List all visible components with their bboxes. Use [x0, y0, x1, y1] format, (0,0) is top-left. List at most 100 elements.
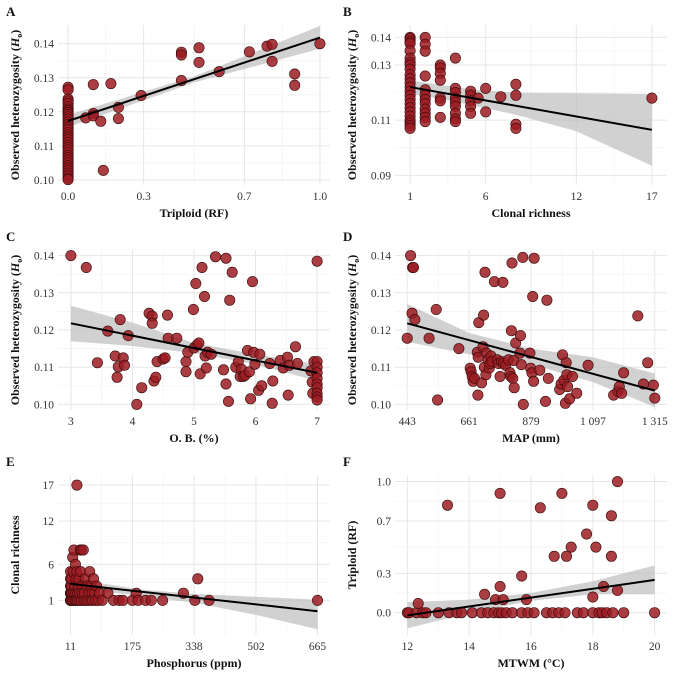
data-point: [407, 261, 419, 273]
panel-a: A 0.0 0.3 0.7 1.0 0.10 0.11 0.12 0.13 0.14 Triploi…: [6, 4, 330, 220]
data-point: [479, 266, 491, 278]
y-axis-title-text: Observed heterozygosity (: [8, 47, 22, 180]
x-axis-title: O. B. (%): [169, 431, 218, 445]
y-axis-title-end: ): [8, 30, 22, 34]
y-tick-label: 0.13: [371, 60, 391, 72]
data-point: [528, 607, 540, 619]
regression-line: [70, 322, 318, 374]
data-point: [618, 607, 630, 619]
y-axis-title: Observed heterozygosity (Ho): [345, 255, 361, 405]
data-point: [432, 394, 444, 406]
x-axis-title: Phosphorus (ppm): [146, 656, 241, 670]
x-tick-label: 17: [646, 191, 658, 203]
y-tick-label: 1: [48, 595, 54, 607]
data-point: [223, 395, 235, 407]
data-point: [419, 116, 431, 128]
data-point: [506, 257, 518, 269]
data-point: [114, 314, 126, 326]
data-point: [453, 343, 465, 355]
data-point: [507, 372, 519, 384]
y-tick-label: 6: [48, 559, 54, 571]
x-axis-title: Clonal richness: [491, 206, 570, 220]
panel-letter: D: [343, 229, 352, 244]
data-point: [480, 82, 492, 94]
data-point: [193, 56, 205, 68]
data-point: [528, 375, 540, 387]
data-point: [517, 398, 529, 410]
data-point: [449, 52, 461, 64]
data-point: [159, 352, 171, 364]
regression-line: [67, 36, 321, 122]
data-point: [510, 89, 522, 101]
data-point: [226, 266, 238, 278]
data-point: [516, 570, 528, 582]
regression-line: [407, 578, 655, 617]
data-point: [515, 359, 527, 371]
data-point: [646, 92, 658, 104]
x-tick-label: 18: [587, 641, 599, 653]
data-point: [193, 337, 205, 349]
data-point: [539, 395, 551, 407]
data-point: [559, 607, 571, 619]
data-point: [587, 499, 599, 511]
data-point: [527, 290, 539, 302]
y-tick-label: 0.0: [377, 608, 392, 620]
data-point: [534, 364, 546, 376]
data-point: [405, 250, 417, 262]
data-point: [582, 359, 594, 371]
y-axis-title-italic: H: [345, 37, 359, 48]
y-axis-title-subscript: o: [352, 259, 361, 263]
data-point: [145, 594, 157, 606]
y-tick-label: 0.11: [371, 362, 391, 374]
data-point: [119, 359, 131, 371]
y-tick-label: 0.13: [371, 288, 391, 300]
data-point: [479, 588, 491, 600]
data-point: [190, 277, 202, 289]
y-tick-label: 1.0: [377, 477, 392, 489]
data-point: [289, 79, 301, 91]
x-tick-label: 175: [124, 641, 142, 653]
data-point: [560, 550, 572, 562]
data-point: [434, 95, 446, 107]
y-axis-title-end: ): [8, 255, 22, 259]
panel-d: D 443 661 879 1 097 1 315 0.10 0.11 0.12 0.13 0.14…: [343, 229, 668, 445]
data-point: [311, 394, 323, 406]
data-point: [534, 502, 546, 514]
data-point: [243, 46, 255, 58]
data-point: [62, 174, 74, 186]
data-point: [556, 487, 568, 499]
y-axis-title-end: ): [345, 255, 359, 259]
data-point: [289, 341, 301, 353]
x-tick-label: 3: [68, 416, 74, 428]
x-tick-label: 1 315: [642, 416, 668, 428]
data-point: [71, 479, 83, 491]
data-point: [505, 325, 517, 337]
x-tick-label: 6: [253, 416, 259, 428]
y-axis-title-italic: H: [8, 37, 22, 48]
data-point: [199, 290, 211, 302]
y-tick-label: 0.11: [34, 362, 54, 374]
regression-line: [409, 86, 653, 131]
data-point: [105, 78, 117, 90]
x-tick-label: 20: [649, 641, 661, 653]
data-point: [77, 544, 89, 556]
data-point: [449, 116, 461, 128]
data-point: [649, 607, 661, 619]
y-tick-label: 0.14: [371, 32, 391, 44]
data-point: [150, 371, 162, 383]
data-point: [478, 309, 490, 321]
panel-c: C 3 4 5 6 7 0.10 0.11 0.12 0.13 0.14 O. B. (%) Obser…: [6, 229, 330, 445]
data-point: [175, 49, 187, 61]
data-point: [210, 251, 222, 263]
data-point: [510, 78, 522, 90]
y-tick-label: 0.13: [34, 73, 54, 85]
y-tick-label: 12: [43, 516, 55, 528]
data-point: [80, 261, 92, 273]
x-tick-label: 879: [522, 416, 540, 428]
data-point: [289, 68, 301, 80]
y-axis-title-subscript: o: [15, 34, 24, 38]
regression-line: [70, 582, 318, 613]
data-point: [256, 380, 268, 392]
data-point: [480, 106, 492, 118]
